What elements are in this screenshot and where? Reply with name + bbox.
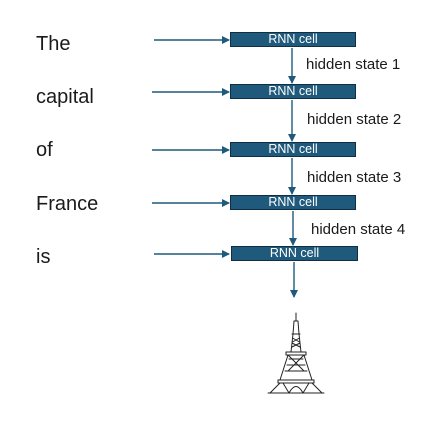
input-token-2: capital [36,86,94,108]
hidden-state-label-3: hidden state 3 [307,169,402,186]
input-token-1: The [36,33,71,55]
rnn-cell-5: RNN cell [231,246,358,261]
hidden-state-label-1: hidden state 1 [306,56,401,73]
input-token-5: is [36,246,51,268]
rnn-cell-2: RNN cell [230,84,356,99]
input-arrows [152,36,230,258]
rnn-cell-3: RNN cell [230,142,356,157]
hidden-state-label-2: hidden state 2 [307,111,402,128]
input-token-4: France [36,193,99,215]
input-token-3: of [36,139,53,161]
hidden-state-arrows [288,48,298,298]
rnn-cell-4: RNN cell [230,195,356,210]
hidden-state-label-4: hidden state 4 [311,221,406,238]
eiffel-tower-icon [267,312,325,394]
rnn-cell-1: RNN cell [230,32,356,47]
